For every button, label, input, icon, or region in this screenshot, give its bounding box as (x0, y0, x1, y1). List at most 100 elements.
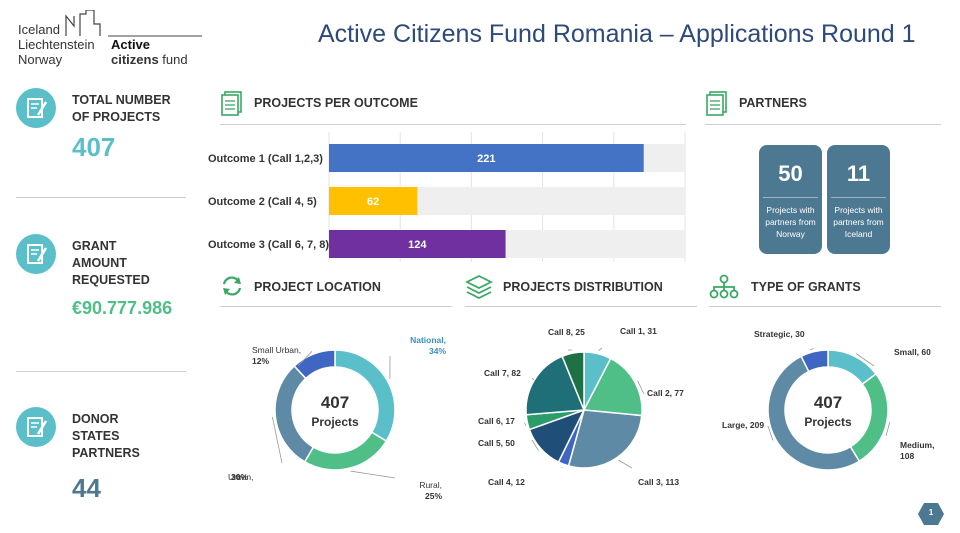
partner-desc-line: Norway (776, 229, 805, 239)
logo-fund-bold: citizens (111, 52, 159, 67)
slice-label-text: Medium, (900, 440, 934, 450)
divider (220, 124, 686, 125)
leader-line (350, 470, 396, 479)
slice-label-text: Call 4, 12 (488, 477, 525, 487)
stat-donor-partners: DONOR STATES PARTNERS 44 (16, 407, 188, 507)
grants-donut-chart: Small, 60 Medium, 108 Large, 209 Strategic, … (722, 329, 934, 471)
slice-label-text: Call 5, 50 (478, 438, 515, 448)
donut-center-label: Projects (311, 415, 359, 429)
page-title: Active Citizens Fund Romania – Applicati… (318, 20, 916, 48)
divider (831, 197, 886, 198)
slice-label-text: Call 6, 17 (478, 416, 515, 426)
slice-label: Call 4, 12 (488, 477, 525, 487)
category-label: Outcome 3 (Call 6, 7, 8) (208, 239, 329, 251)
logo-fund-line2: citizens fund (111, 52, 188, 67)
section-header-outcome: PROJECTS PER OUTCOME (220, 90, 686, 126)
slice-label: Small Urban, 12% (252, 345, 301, 366)
slice-label-text: Small Urban, (252, 345, 301, 355)
stat-label-line: DONOR (72, 412, 119, 426)
pie-slice (303, 431, 388, 471)
slice-label-text: Call 7, 82 (484, 368, 521, 378)
leader-line (855, 353, 875, 367)
layers-icon (465, 274, 493, 300)
leader-line (618, 459, 633, 469)
slice-value-text: 25% (425, 491, 442, 501)
logo-mark-icon (65, 10, 202, 37)
slice-label-text: Urban, (228, 472, 254, 482)
leader-line (885, 421, 891, 437)
slice-label: Call 7, 82 (484, 368, 521, 378)
pie-slice (800, 349, 829, 373)
bar (329, 144, 644, 172)
hexagon-icon (918, 503, 944, 525)
divider (465, 306, 697, 307)
partner-desc: Projects with partners from Norway (759, 204, 822, 240)
bar (329, 187, 418, 215)
leader-line (809, 348, 814, 351)
pie-slice (561, 351, 585, 411)
outcome-bar-chart: Outcome 1 (Call 1,2,3) 221 Outcome 2 (Call… (208, 132, 686, 262)
partner-desc: Projects with partners from Iceland (827, 204, 890, 240)
slice-label-text: Small, 60 (894, 347, 931, 357)
slice-label: Small, 60 (894, 347, 931, 357)
pie-slice (567, 409, 643, 469)
page-number: 1 (928, 508, 934, 517)
partner-value: 11 (846, 161, 871, 186)
partner-value: 50 (778, 161, 803, 186)
logo-fund-line1: Active (111, 37, 151, 52)
slice-label-text: Call 2, 77 (647, 388, 684, 398)
leader-line (524, 422, 527, 427)
slice-label-text: Call 8, 25 (548, 327, 585, 337)
slice-label-text: National, (410, 335, 446, 345)
slice-label-text: Strategic, 30 (754, 329, 805, 339)
hierarchy-icon (709, 274, 739, 299)
bar-value-label: 62 (367, 196, 379, 208)
document-edit-icon (16, 234, 56, 274)
divider (709, 306, 941, 307)
section-header-partners: PARTNERS (705, 90, 941, 126)
stat-label-line: GRANT (72, 239, 117, 253)
refresh-icon (222, 276, 242, 296)
slice-label: Call 1, 31 (620, 326, 657, 336)
logo-country-3: Norway (18, 52, 63, 67)
logo-country-1: Iceland (18, 22, 60, 37)
slice-label-text: Call 1, 31 (620, 326, 657, 336)
leader-line (598, 347, 603, 352)
donut-center-value: 407 (814, 393, 842, 412)
divider (16, 197, 186, 198)
document-edit-icon (16, 407, 56, 447)
section-title: TYPE OF GRANTS (751, 280, 861, 294)
leader-line (767, 425, 774, 441)
partner-desc-line: partners from (833, 217, 884, 227)
partner-box-iceland: 11 Projects with partners from Iceland (827, 145, 890, 254)
leader-line (297, 351, 313, 367)
logo-fund-rest: fund (158, 52, 188, 67)
stat-grant-amount: GRANT AMOUNT REQUESTED €90.777.986 (16, 234, 188, 334)
stat-value: 44 (72, 473, 101, 503)
pie-slice (582, 357, 643, 417)
section-title: PROJECTS PER OUTCOME (254, 96, 418, 110)
stat-label-line: REQUESTED (72, 273, 150, 287)
document-edit-icon (16, 88, 56, 128)
stat-label-line: AMOUNT (72, 256, 127, 270)
slice-label: Call 3, 113 (638, 477, 679, 487)
leader-line (637, 380, 645, 395)
partner-desc-line: Projects with (834, 205, 883, 215)
category-label: Outcome 1 (Call 1,2,3) (208, 153, 323, 165)
partner-desc-line: Iceland (844, 229, 873, 239)
stat-value: 407 (72, 132, 116, 162)
divider (705, 124, 941, 125)
stat-value: €90.777.986 (72, 298, 173, 318)
slice-label: Call 8, 25 (548, 327, 585, 337)
leader-line (531, 439, 539, 451)
bar-value-label: 124 (408, 239, 427, 251)
logo: Iceland Liechtenstein Norway Active citi… (18, 10, 202, 70)
slice-label: Rural, 25% (419, 480, 442, 501)
slice-label: National, 34% (410, 335, 446, 356)
logo-country-2: Liechtenstein (18, 37, 95, 52)
slice-label: Large, 209 (722, 420, 764, 430)
section-title: PROJECT LOCATION (254, 280, 381, 294)
slice-value-text: 108 (900, 451, 914, 461)
bar (329, 230, 506, 258)
slice-label: Medium, 108 (900, 440, 934, 461)
